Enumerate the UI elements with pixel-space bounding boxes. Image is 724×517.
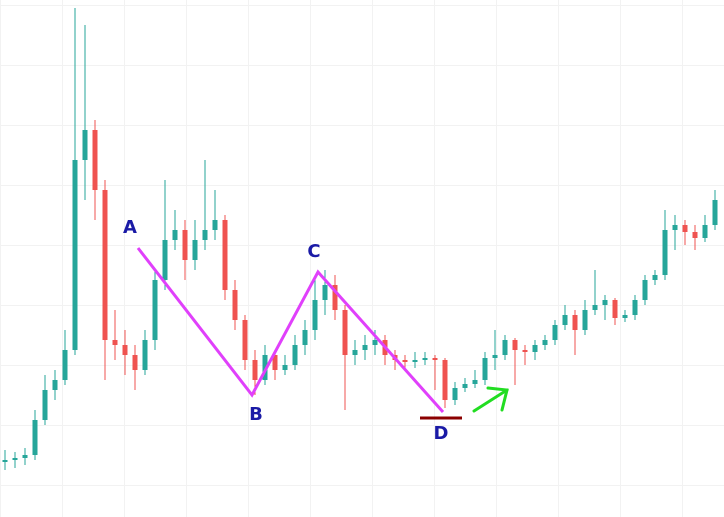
candle-body: [362, 345, 368, 350]
candle-body: [532, 345, 538, 352]
candle-body: [12, 458, 18, 460]
candle-body: [172, 230, 178, 240]
candle-body: [72, 160, 78, 350]
candle-body: [2, 460, 8, 462]
candle-body: [302, 330, 308, 345]
candle-body: [252, 360, 258, 380]
candle-body: [32, 420, 38, 455]
candle-body: [672, 225, 678, 230]
candle-body: [412, 360, 418, 362]
candle-body: [572, 315, 578, 330]
candle-body: [202, 230, 208, 240]
candle-body: [542, 340, 548, 345]
candle-body: [212, 220, 218, 230]
candle-body: [122, 345, 128, 355]
candle-body: [712, 200, 718, 225]
candle-body: [682, 225, 688, 232]
candle-body: [242, 320, 248, 360]
candle-body: [62, 350, 68, 380]
candle-body: [602, 300, 608, 305]
candle-body: [462, 384, 468, 388]
point-label: B: [249, 404, 263, 425]
candle-body: [92, 130, 98, 190]
point-label: A: [123, 217, 137, 238]
candle-body: [612, 300, 618, 318]
candle-body: [232, 290, 238, 320]
candle-body: [42, 390, 48, 420]
candle-body: [522, 350, 528, 352]
candle-body: [662, 230, 668, 275]
candle-body: [102, 190, 108, 340]
candle-body: [192, 240, 198, 260]
point-label: D: [434, 423, 449, 444]
candle-body: [372, 340, 378, 345]
candle-body: [502, 340, 508, 355]
candle-body: [432, 358, 438, 360]
candle-body: [322, 285, 328, 300]
point-label: C: [307, 241, 320, 262]
candle-body: [482, 358, 488, 380]
candle-body: [442, 360, 448, 400]
candle-body: [352, 350, 358, 355]
candle-body: [452, 388, 458, 400]
candle-body: [652, 275, 658, 280]
candle-body: [342, 310, 348, 355]
candle-body: [22, 455, 28, 458]
candle-body: [162, 240, 168, 280]
candle-body: [702, 225, 708, 238]
candle-body: [632, 300, 638, 315]
candle-body: [272, 355, 278, 370]
candle-body: [332, 285, 338, 310]
candle-body: [152, 280, 158, 340]
candle-body: [642, 280, 648, 300]
pattern-line: [136, 247, 445, 413]
candle-body: [182, 230, 188, 260]
candle-body: [582, 310, 588, 330]
candles: [2, 8, 718, 470]
candle-body: [222, 220, 228, 290]
candle-body: [692, 232, 698, 238]
candle-body: [262, 355, 268, 380]
candle-body: [472, 380, 478, 384]
candle-body: [312, 300, 318, 330]
candle-body: [492, 355, 498, 358]
candle-body: [402, 360, 408, 362]
candle-body: [592, 305, 598, 310]
candle-body: [562, 315, 568, 325]
candle-body: [82, 130, 88, 160]
candle-body: [292, 345, 298, 365]
candle-body: [422, 358, 428, 360]
arrow: [472, 386, 509, 413]
candle-body: [552, 325, 558, 340]
candle-body: [512, 340, 518, 350]
candle-body: [282, 365, 288, 370]
candle-body: [622, 315, 628, 318]
candle-body: [112, 340, 118, 345]
candle-body: [52, 380, 58, 390]
candle-body: [132, 355, 138, 370]
candle-body: [142, 340, 148, 370]
pattern: A B C D: [123, 217, 448, 444]
